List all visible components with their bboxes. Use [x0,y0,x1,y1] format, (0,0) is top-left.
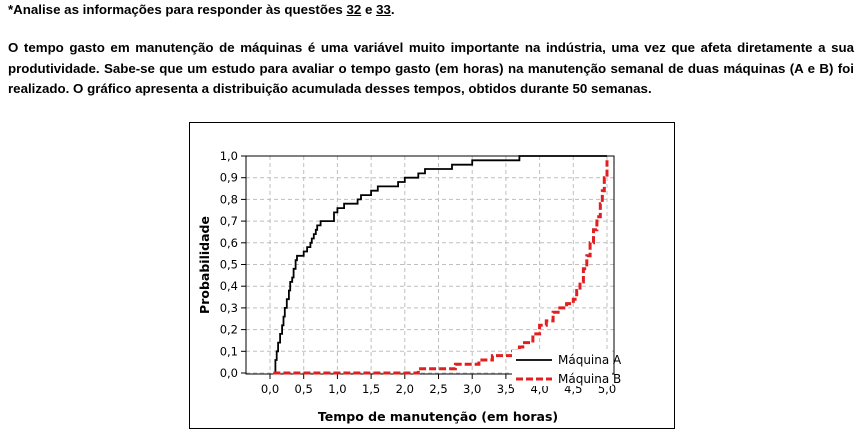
instruction-line: *Analise as informações para responder à… [8,0,858,20]
grid [246,155,614,374]
cdf-figure: 0,0 0,5 1,0 1,5 2,0 2,5 3,0 3,5 4,0 4,5 5,0 0,0 0,1 0… [189,122,675,429]
instruction-suffix: . [390,2,395,17]
y-tick-label: 0,3 [220,301,238,315]
y-tick-label: 0,2 [220,323,238,337]
x-tick-label: 1,0 [328,382,346,396]
x-tick-label: 1,5 [362,382,380,396]
x-tick-label: 2,0 [396,382,414,396]
legend-label: Máquina A [558,353,622,367]
y-tick-label: 0,8 [220,192,238,206]
legend: Máquina A Máquina B [512,350,622,386]
series-line-maquina-a [273,155,607,374]
instruction-text: *Analise as informações para responder à… [8,2,347,17]
y-axis-label: Probabilidade [197,216,212,314]
y-tick-label: 1,0 [220,149,238,163]
x-tick-label: 0,5 [295,382,313,396]
y-tick-label: 0,0 [220,366,238,380]
question-ref-33: 33 [376,2,391,17]
x-tick-label: 3,0 [463,382,481,396]
y-tick-label: 0,1 [220,344,238,358]
x-tick-label: 0,0 [261,382,279,396]
question-ref-32: 32 [346,2,362,17]
series-layer [273,155,609,375]
y-tick-label: 0,9 [220,171,238,185]
legend-label: Máquina B [558,372,621,386]
x-tick-label: 2,5 [429,382,447,396]
y-tick-label: 0,7 [220,214,238,228]
y-tick-label: 0,4 [220,279,238,293]
x-tick-label: 3,5 [497,382,515,396]
y-tick-label: 0,6 [220,236,238,250]
context-paragraph: O tempo gasto em manutenção de máquinas … [8,40,854,96]
y-tick-label: 0,5 [220,258,238,272]
series-line-maquina-b [273,160,609,375]
cdf-chart: 0,0 0,5 1,0 1,5 2,0 2,5 3,0 3,5 4,0 4,5 5,00,00,10… [197,149,622,424]
x-axis-label: Tempo de manutenção (em horas) [318,409,558,424]
instruction-conj: e [361,2,377,17]
